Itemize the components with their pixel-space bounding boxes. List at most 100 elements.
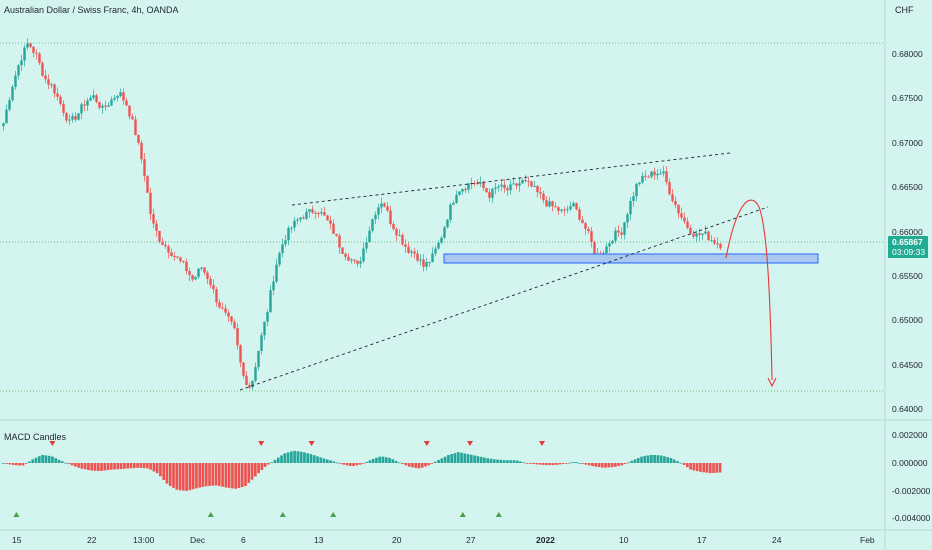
support-zone[interactable] [443, 253, 819, 264]
macd-bar [636, 458, 640, 463]
macd-bar [244, 463, 247, 487]
candle-body [572, 203, 575, 207]
macd-bar [666, 457, 670, 463]
macd-bar [188, 463, 192, 491]
current-price-tag [888, 236, 928, 258]
macd-bar [460, 452, 463, 463]
price-candle [365, 236, 368, 253]
macd-tick: 0.000000 [892, 458, 928, 468]
price-tick: 0.64000 [892, 404, 923, 414]
price-candle [494, 182, 497, 195]
candle-body [611, 240, 614, 244]
price-candle [20, 54, 23, 72]
price-candles [2, 38, 722, 391]
candle-body [122, 92, 125, 101]
macd-bar [522, 462, 526, 464]
price-candle [53, 83, 56, 98]
candle-body [605, 246, 608, 254]
price-candle [233, 319, 236, 330]
candle-body [20, 60, 23, 66]
candle-body [551, 201, 554, 207]
macd-bar [607, 463, 611, 468]
price-candle [209, 276, 212, 289]
candle-body [284, 240, 287, 245]
price-candle [620, 227, 623, 240]
candle-body [581, 219, 584, 224]
price-candle [389, 205, 392, 227]
time-label: Feb [860, 535, 875, 545]
price-candle [104, 100, 107, 111]
macd-bar [672, 459, 676, 463]
price-candle [272, 275, 275, 296]
resistance-trendline[interactable] [291, 152, 731, 206]
candle-body [38, 53, 41, 63]
macd-bar [650, 454, 653, 463]
macd-bar [528, 463, 532, 464]
price-candle [227, 309, 230, 322]
price-candle [176, 256, 179, 259]
candle-body [323, 212, 326, 216]
candle-body [143, 159, 146, 177]
candle-body [113, 97, 116, 100]
candle-body [275, 264, 278, 282]
price-candle [704, 225, 707, 235]
price-candle [680, 207, 683, 220]
time-label: 20 [392, 535, 402, 545]
macd-bar [355, 463, 359, 466]
price-candle [497, 184, 500, 192]
candle-body [686, 221, 689, 228]
macd-bar [159, 463, 162, 477]
price-candle [311, 205, 314, 215]
macd-bar [44, 455, 48, 463]
price-candle [566, 205, 569, 214]
price-candle [473, 180, 476, 187]
candle-body [152, 213, 155, 224]
price-candle [86, 97, 89, 112]
macd-bar [227, 463, 231, 488]
candle-body [194, 276, 197, 280]
price-candle [38, 51, 41, 66]
candle-body [428, 261, 431, 263]
price-candle [371, 218, 374, 233]
macd-bar [172, 463, 175, 488]
price-candle [242, 361, 245, 379]
candle-body [554, 206, 557, 208]
price-candle [26, 38, 29, 51]
price-tick: 0.66000 [892, 227, 923, 237]
macd-bar [365, 461, 368, 463]
macd-bar [329, 460, 332, 463]
macd-bar [15, 463, 18, 466]
price-candle [362, 242, 365, 264]
macd-bar [610, 463, 614, 468]
candle-body [212, 285, 215, 290]
time-label: 15 [12, 535, 22, 545]
price-candle [95, 93, 98, 104]
buy-signal-icon [207, 512, 214, 517]
macd-bar [191, 463, 195, 490]
candle-body [44, 75, 47, 80]
candle-body [383, 203, 386, 207]
price-candle [584, 221, 587, 235]
candle-body [209, 278, 212, 286]
macd-bar [270, 462, 274, 464]
candle-body [479, 182, 482, 184]
macd-bar [208, 463, 211, 486]
candle-body [314, 212, 317, 214]
macd-histogram [2, 450, 722, 491]
candle-body [473, 183, 476, 185]
currency-label: CHF [895, 5, 914, 15]
candle-body [269, 290, 272, 313]
macd-bar [555, 463, 558, 465]
candle-body [170, 252, 173, 257]
price-candle [17, 63, 20, 80]
chart-title: Australian Dollar / Swiss Franc, 4h, OAN… [4, 5, 179, 15]
candle-body [608, 243, 611, 247]
macd-bar [378, 456, 382, 463]
price-candle [239, 344, 242, 368]
candle-body [56, 93, 59, 97]
price-candle [686, 217, 689, 230]
projection-curve[interactable] [725, 199, 773, 381]
price-candle [35, 49, 38, 60]
price-candle [629, 196, 632, 221]
